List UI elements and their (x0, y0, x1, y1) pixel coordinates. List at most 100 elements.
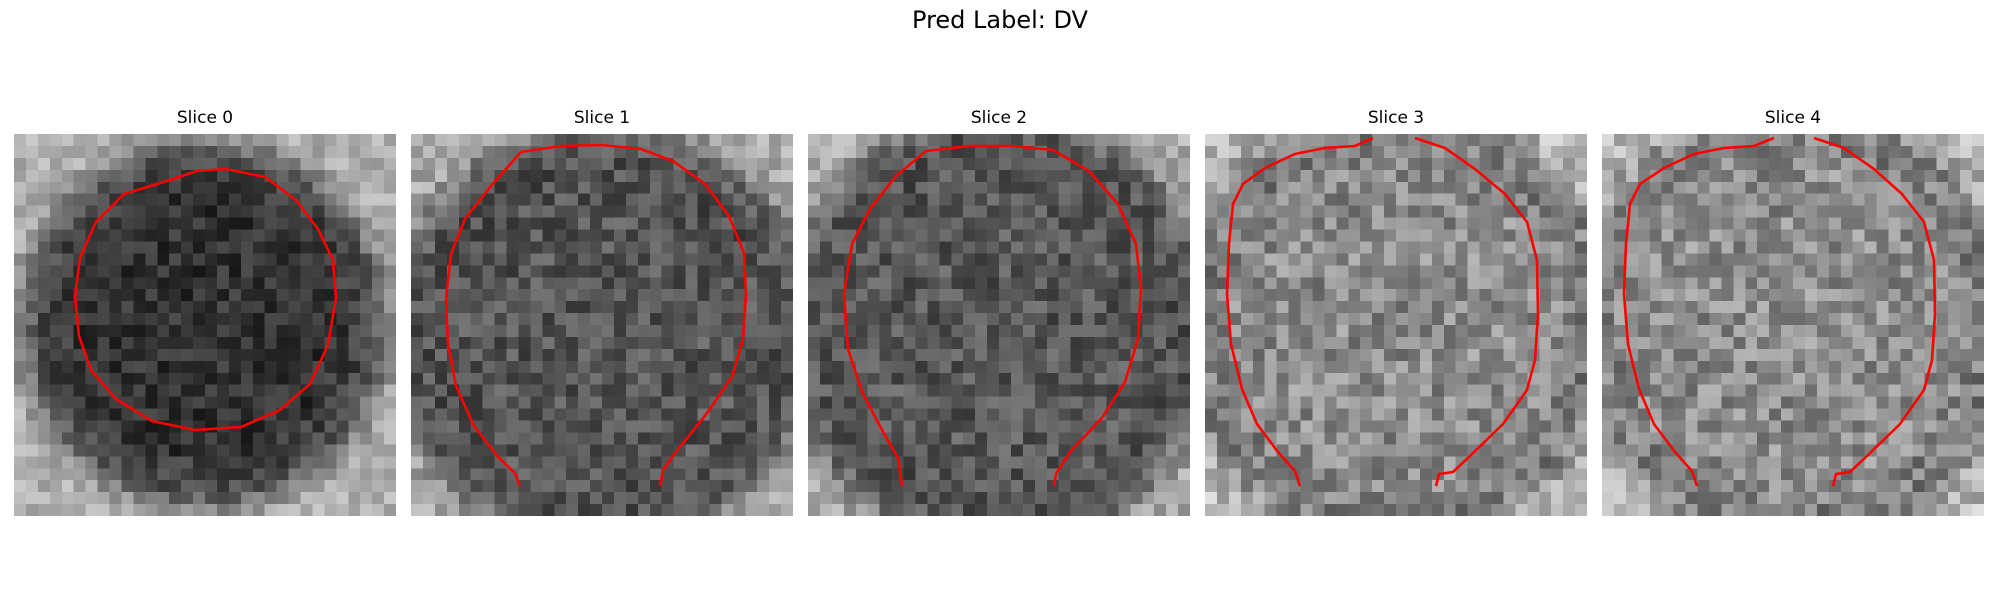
image-pixel (1960, 420, 1973, 433)
image-pixel (867, 313, 881, 326)
image-pixel (1828, 229, 1842, 242)
image-pixel (1324, 241, 1337, 254)
image-pixel (324, 432, 337, 445)
image-pixel (384, 134, 396, 147)
image-pixel (1228, 169, 1242, 183)
image-pixel (1443, 169, 1457, 183)
image-pixel (637, 289, 651, 302)
image-pixel (1407, 205, 1421, 219)
image-pixel (458, 480, 472, 493)
image-pixel (855, 444, 869, 457)
image-pixel (1142, 229, 1155, 242)
image-pixel (697, 384, 710, 398)
image-pixel (37, 313, 51, 326)
image-pixel (602, 313, 615, 326)
image-pixel (1010, 229, 1024, 242)
image-pixel (1312, 301, 1325, 314)
image-pixel (384, 301, 396, 314)
image-pixel (891, 193, 904, 207)
image-pixel (554, 325, 567, 338)
image-pixel (590, 444, 603, 457)
image-pixel (673, 289, 687, 302)
image-pixel (49, 265, 63, 278)
image-pixel (1396, 468, 1409, 481)
image-pixel (1551, 456, 1564, 469)
image-pixel (193, 145, 206, 159)
image-pixel (685, 134, 698, 147)
image-pixel (1816, 193, 1830, 207)
image-pixel (157, 492, 170, 505)
image-pixel (1010, 134, 1024, 147)
image-pixel (446, 277, 460, 290)
image-pixel (73, 348, 87, 362)
image-pixel (602, 408, 615, 421)
image-pixel (1455, 205, 1469, 219)
image-pixel (205, 432, 218, 445)
image-pixel (1384, 265, 1397, 278)
image-pixel (470, 145, 484, 159)
image-pixel (411, 229, 424, 242)
image-pixel (1455, 420, 1469, 433)
image-pixel (951, 313, 964, 326)
image-pixel (1602, 169, 1615, 183)
image-pixel (1551, 468, 1564, 481)
image-pixel (216, 360, 230, 374)
image-pixel (697, 134, 710, 147)
image-pixel (649, 336, 663, 350)
image-pixel (1697, 360, 1710, 374)
image-pixel (1312, 444, 1325, 457)
image-pixel (903, 241, 916, 254)
image-pixel (1816, 157, 1830, 171)
image-pixel (602, 504, 615, 516)
image-pixel (613, 265, 627, 278)
image-pixel (1082, 384, 1095, 398)
image-pixel (1288, 134, 1301, 147)
image-pixel (1046, 229, 1060, 242)
image-pixel (951, 384, 964, 398)
image-pixel (336, 360, 349, 374)
image-pixel (506, 277, 519, 290)
image-pixel (1503, 229, 1516, 242)
image-pixel (769, 265, 782, 278)
image-pixel (987, 253, 1000, 266)
image-pixel (1431, 277, 1445, 290)
image-pixel (1010, 193, 1024, 207)
image-pixel (1575, 205, 1587, 219)
image-pixel (1852, 289, 1866, 302)
image-pixel (1419, 420, 1433, 433)
image-pixel (1637, 456, 1651, 469)
image-pixel (554, 504, 567, 516)
image-pixel (1336, 193, 1349, 207)
image-pixel (1888, 432, 1901, 445)
image-pixel (1407, 253, 1421, 266)
image-pixel (1264, 408, 1278, 421)
image-pixel (1106, 372, 1119, 386)
image-pixel (300, 504, 313, 516)
image-pixel (506, 157, 519, 171)
image-pixel (157, 325, 170, 338)
image-pixel (384, 289, 396, 302)
image-pixel (1106, 134, 1119, 147)
image-pixel (1288, 408, 1301, 421)
image-pixel (1816, 145, 1830, 159)
image-pixel (1575, 348, 1587, 362)
image-pixel (1288, 444, 1301, 457)
image-pixel (1372, 145, 1385, 159)
image-pixel (1804, 265, 1818, 278)
image-pixel (891, 181, 904, 195)
image-pixel (37, 384, 51, 398)
image-pixel (482, 384, 496, 398)
image-pixel (1106, 468, 1119, 481)
image-pixel (133, 336, 146, 350)
image-pixel (1685, 289, 1698, 302)
image-pixel (169, 336, 182, 350)
image-pixel (1948, 289, 1961, 302)
image-pixel (1864, 372, 1878, 386)
image-pixel (1924, 420, 1937, 433)
image-pixel (264, 432, 278, 445)
image-pixel (1431, 456, 1445, 469)
image-pixel (781, 444, 793, 457)
image-pixel (769, 289, 782, 302)
image-pixel (999, 480, 1012, 493)
image-pixel (482, 217, 496, 230)
